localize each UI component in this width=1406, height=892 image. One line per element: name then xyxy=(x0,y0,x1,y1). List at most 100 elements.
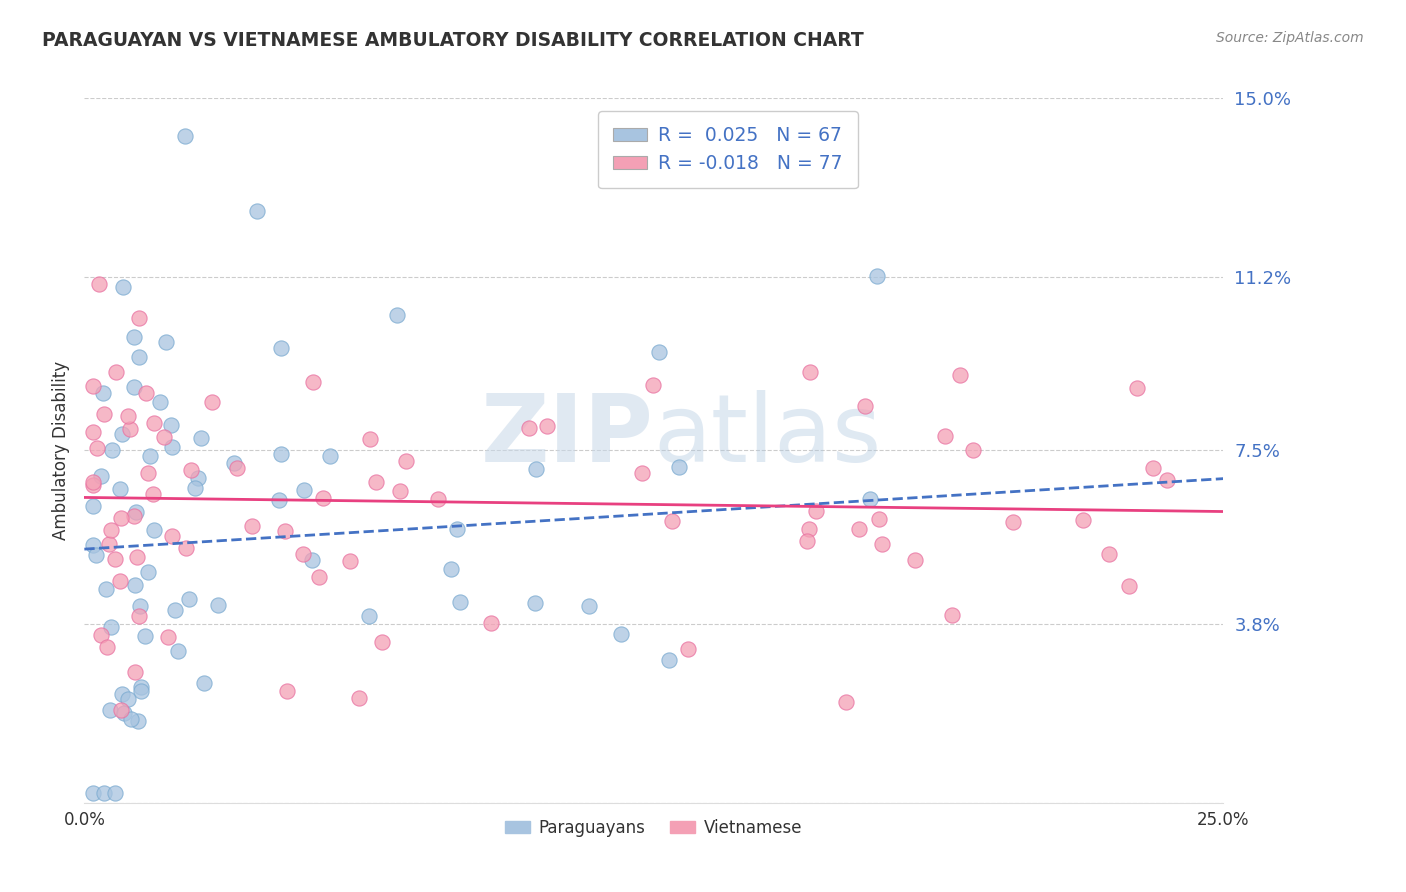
Point xyxy=(82,499,104,513)
Point xyxy=(110,703,132,717)
Point xyxy=(87,277,110,292)
Point xyxy=(112,706,135,720)
Point xyxy=(82,538,104,552)
Point xyxy=(100,620,122,634)
Point xyxy=(120,422,142,436)
Point xyxy=(859,491,882,506)
Point xyxy=(190,431,212,445)
Point xyxy=(134,629,156,643)
Point xyxy=(149,394,172,409)
Point xyxy=(658,653,681,667)
Point xyxy=(135,386,157,401)
Point xyxy=(949,368,972,383)
Point xyxy=(122,508,145,523)
Point xyxy=(668,460,690,475)
Point xyxy=(125,505,148,519)
Point xyxy=(934,429,956,443)
Point xyxy=(117,692,139,706)
Point xyxy=(292,483,315,497)
Point xyxy=(173,128,195,143)
Point xyxy=(98,703,121,717)
Point xyxy=(97,536,120,550)
Point xyxy=(111,280,134,294)
Point xyxy=(128,311,150,326)
Point xyxy=(108,483,131,497)
Point xyxy=(100,524,122,538)
Text: ZIP: ZIP xyxy=(481,391,654,483)
Point xyxy=(319,449,342,463)
Point xyxy=(187,471,209,485)
Point xyxy=(94,582,117,596)
Point xyxy=(536,419,558,434)
Point xyxy=(124,665,146,679)
Point xyxy=(117,409,139,424)
Point xyxy=(426,492,449,507)
Point xyxy=(122,380,145,394)
Point xyxy=(446,522,468,536)
Point xyxy=(270,447,292,461)
Point xyxy=(152,430,174,444)
Point xyxy=(1142,461,1164,475)
Point xyxy=(339,554,361,568)
Point xyxy=(122,330,145,344)
Point xyxy=(676,642,699,657)
Point xyxy=(308,570,330,584)
Point xyxy=(104,786,127,800)
Text: PARAGUAYAN VS VIETNAMESE AMBULATORY DISABILITY CORRELATION CHART: PARAGUAYAN VS VIETNAMESE AMBULATORY DISA… xyxy=(42,31,863,50)
Point xyxy=(222,456,245,470)
Point xyxy=(125,550,148,565)
Point xyxy=(848,522,870,536)
Point xyxy=(90,469,112,483)
Point xyxy=(193,676,215,690)
Point xyxy=(270,341,292,355)
Point xyxy=(111,687,134,701)
Point xyxy=(129,683,152,698)
Point xyxy=(631,466,654,480)
Point xyxy=(84,548,107,562)
Point xyxy=(180,463,202,477)
Point xyxy=(349,690,371,705)
Point xyxy=(870,537,893,551)
Point xyxy=(131,681,153,695)
Point xyxy=(648,345,671,359)
Point xyxy=(312,491,335,505)
Point xyxy=(806,504,828,518)
Point xyxy=(866,269,889,284)
Point xyxy=(128,608,150,623)
Point xyxy=(1156,473,1178,487)
Point xyxy=(835,695,858,709)
Point xyxy=(267,493,290,508)
Point xyxy=(524,461,547,475)
Point xyxy=(578,599,600,614)
Point xyxy=(291,547,314,561)
Point xyxy=(904,553,927,567)
Point xyxy=(128,599,150,613)
Point xyxy=(127,714,149,729)
Point xyxy=(395,454,418,468)
Point xyxy=(155,335,177,350)
Point xyxy=(103,552,125,566)
Point xyxy=(101,443,124,458)
Point xyxy=(941,607,963,622)
Point xyxy=(128,350,150,364)
Point xyxy=(1118,578,1140,592)
Point xyxy=(160,440,183,454)
Point xyxy=(274,524,297,538)
Point xyxy=(1071,513,1094,527)
Text: Source: ZipAtlas.com: Source: ZipAtlas.com xyxy=(1216,31,1364,45)
Point xyxy=(166,644,188,658)
Point xyxy=(86,442,108,456)
Point xyxy=(138,449,160,463)
Point xyxy=(90,627,112,641)
Point xyxy=(207,598,229,612)
Point xyxy=(523,596,546,610)
Point xyxy=(371,635,394,649)
Point xyxy=(120,712,142,726)
Point xyxy=(799,522,821,536)
Y-axis label: Ambulatory Disability: Ambulatory Disability xyxy=(52,361,70,540)
Point xyxy=(387,308,409,322)
Point xyxy=(302,376,325,390)
Point xyxy=(111,427,134,442)
Text: atlas: atlas xyxy=(654,391,882,483)
Point xyxy=(82,475,104,490)
